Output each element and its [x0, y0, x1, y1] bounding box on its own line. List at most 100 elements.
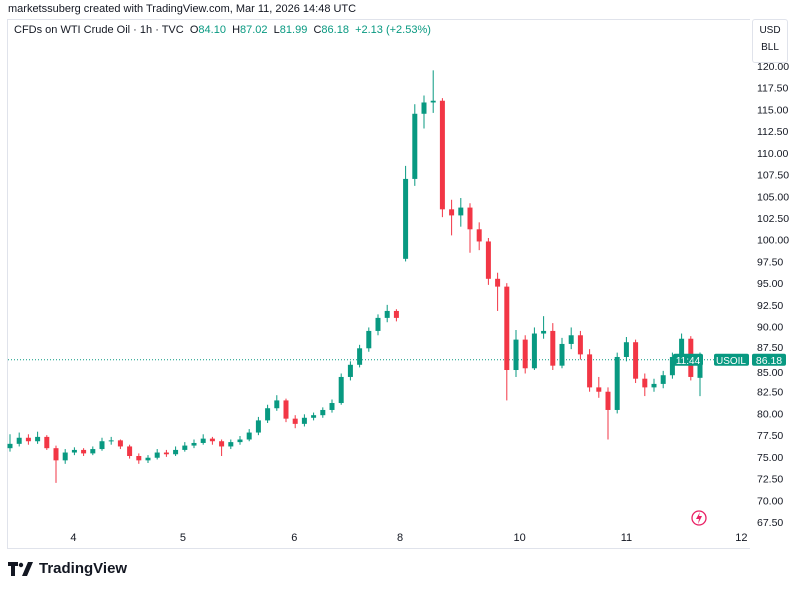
- candle-body: [274, 400, 280, 409]
- candle-body: [577, 335, 583, 355]
- candle-body: [7, 443, 13, 449]
- candle-body: [366, 330, 372, 349]
- currency-unit-selector[interactable]: USD BLL: [752, 19, 788, 63]
- candle-body: [412, 113, 418, 179]
- candle-body: [550, 330, 556, 366]
- unit-label: BLL: [761, 42, 779, 53]
- x-tick-label: 8: [397, 532, 403, 544]
- x-tick-label: 10: [514, 532, 526, 544]
- candle-body: [513, 339, 519, 371]
- tradingview-logo-icon: [8, 561, 33, 576]
- candle-body: [191, 442, 197, 446]
- y-tick-label: 70.00: [757, 495, 783, 507]
- candle-body: [127, 446, 133, 457]
- x-tick-label: 4: [70, 532, 76, 544]
- candle-body: [200, 438, 206, 443]
- candle-body: [660, 375, 666, 384]
- last-price-value: 86.18: [756, 355, 782, 367]
- candle-body: [237, 439, 243, 443]
- candle-body: [329, 403, 335, 410]
- y-tick-label: 85.00: [757, 367, 783, 379]
- candle-body: [605, 391, 611, 410]
- y-tick-label: 100.00: [757, 235, 789, 247]
- y-tick-label: 77.50: [757, 430, 783, 442]
- y-tick-label: 92.50: [757, 300, 783, 312]
- y-tick-label: 102.50: [757, 213, 789, 225]
- candle-body: [642, 378, 648, 388]
- candle-body: [614, 356, 620, 410]
- low-label: L: [273, 24, 280, 36]
- y-tick-label: 120.00: [757, 61, 789, 73]
- candle-body: [311, 415, 317, 418]
- y-tick-label: 117.50: [757, 83, 788, 95]
- candle-body: [182, 445, 188, 450]
- candle-body: [697, 359, 703, 378]
- candle-body: [476, 229, 482, 242]
- candle-body: [25, 437, 31, 442]
- lightning-icon[interactable]: [691, 510, 707, 526]
- candle-body: [136, 456, 142, 461]
- low-value: 81.99: [279, 24, 308, 36]
- candle-body: [430, 100, 436, 103]
- candle-body: [393, 310, 399, 318]
- candle-body: [219, 441, 225, 447]
- y-tick-label: 90.00: [757, 322, 783, 334]
- candle-body: [439, 100, 445, 210]
- candle-body: [108, 440, 114, 442]
- candle-body: [504, 286, 510, 371]
- candle-body: [173, 449, 179, 455]
- candle-body: [16, 437, 22, 444]
- candle-body: [633, 342, 639, 379]
- candle-body: [679, 338, 685, 357]
- y-tick-label: 115.00: [757, 104, 788, 116]
- symbol-legend: CFDs on WTI Crude Oil · 1h · TVC O84.10 …: [14, 24, 431, 36]
- candle-body: [246, 432, 252, 440]
- candle-body: [669, 356, 675, 376]
- last-price-tag: [752, 353, 786, 366]
- y-tick-label: 75.00: [757, 452, 783, 464]
- candle-body: [209, 438, 215, 442]
- y-tick-label: 110.00: [757, 148, 788, 160]
- candle-body: [145, 457, 151, 461]
- x-tick-label: 6: [291, 532, 297, 544]
- candle-body: [44, 436, 50, 449]
- candle-body: [347, 364, 353, 377]
- candle-body: [651, 383, 657, 388]
- candle-body: [458, 207, 464, 216]
- open-value: 84.10: [198, 24, 226, 36]
- high-value: 87.02: [240, 24, 268, 36]
- symbol-tag: [714, 353, 749, 366]
- candle-body: [495, 278, 501, 287]
- chart-pane[interactable]: [7, 19, 750, 549]
- candle-body: [531, 333, 537, 369]
- open-label: O: [189, 24, 199, 36]
- candle-body: [35, 436, 41, 442]
- countdown-tag: [673, 353, 703, 366]
- y-tick-label: 72.50: [757, 474, 783, 486]
- candle-body: [421, 102, 427, 114]
- chart-credit: marketssuberg created with TradingView.c…: [8, 3, 357, 15]
- candle-body: [357, 348, 363, 365]
- x-tick-label: 12: [735, 532, 747, 544]
- currency-label: USD: [759, 25, 781, 36]
- y-tick-label: 97.50: [757, 256, 783, 268]
- bar-countdown: 11:44: [676, 356, 701, 367]
- candle-body: [467, 207, 473, 230]
- candle-body: [449, 209, 455, 216]
- candle-body: [163, 452, 169, 455]
- close-label: C: [313, 24, 322, 36]
- candle-body: [283, 400, 289, 419]
- y-tick-label: 112.50: [757, 126, 788, 138]
- candle-body: [265, 408, 271, 421]
- y-tick-label: 80.00: [757, 408, 783, 420]
- candle-body: [301, 417, 307, 424]
- candle-body: [62, 452, 68, 461]
- y-tick-label: 107.50: [757, 170, 789, 182]
- candle-body: [541, 330, 547, 334]
- candle-body: [320, 409, 326, 416]
- y-tick-label: 95.00: [757, 278, 783, 290]
- candle-body: [53, 448, 59, 461]
- candle-body: [117, 440, 123, 447]
- candle-body: [81, 449, 87, 454]
